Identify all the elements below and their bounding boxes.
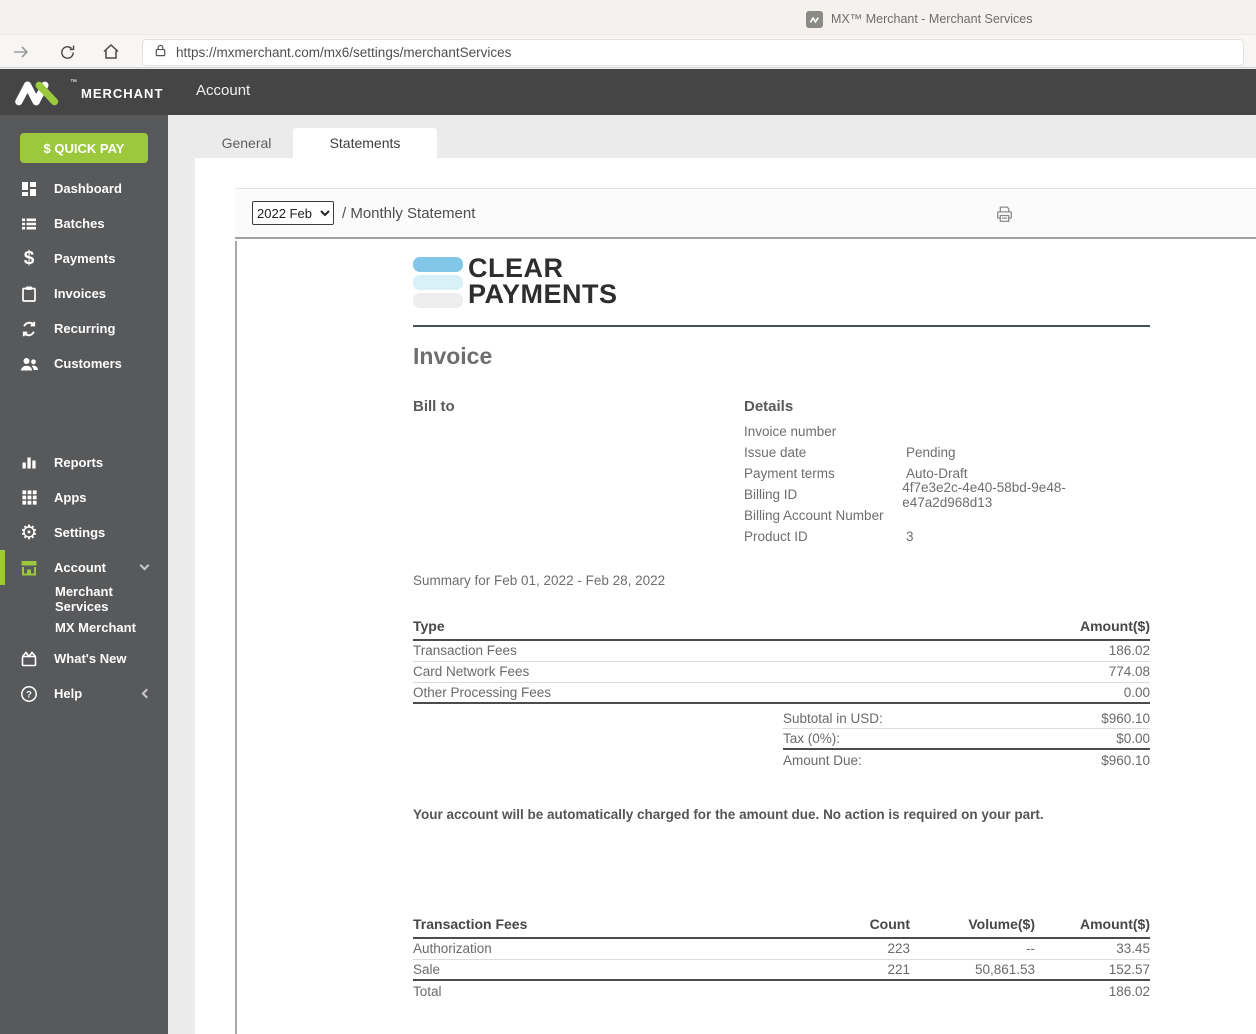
sidebar-item-apps[interactable]: Apps — [0, 480, 168, 515]
statement-panel-header: 2022 Feb / Monthly Statement — [235, 188, 1256, 239]
recurring-icon — [17, 320, 41, 338]
mx-favicon-icon — [806, 10, 823, 28]
home-icon[interactable] — [100, 41, 122, 63]
tab-general[interactable]: General — [221, 135, 272, 151]
browser-tab-title: MX™ Merchant - Merchant Services — [831, 12, 1033, 26]
total-row: Total 186.02 — [413, 983, 1150, 999]
detail-row: Payment terms Auto-Draft — [744, 466, 968, 481]
transaction-fees-table: Transaction Fees Count Volume($) Amount(… — [413, 912, 1150, 1001]
sidebar-item-invoices[interactable]: Invoices — [0, 276, 168, 311]
detail-row: Issue date Pending — [744, 445, 956, 460]
tab-statements[interactable]: Statements — [293, 128, 437, 158]
active-indicator — [0, 550, 5, 585]
lock-icon — [153, 43, 168, 63]
details-heading: Details — [744, 398, 794, 415]
settings-tabs: General Statements — [200, 128, 437, 158]
refresh-icon[interactable] — [56, 41, 78, 63]
bill-to-heading: Bill to — [413, 398, 455, 415]
auto-charge-notice: Your account will be automatically charg… — [413, 807, 1044, 822]
tx-col-volume: Volume($) — [910, 912, 1035, 939]
dashboard-icon — [17, 180, 41, 198]
subtotal-row: Subtotal in USD: $960.10 — [783, 708, 1150, 729]
fees-col-amount: Amount($) — [902, 614, 1150, 641]
clipboard-icon — [17, 285, 41, 303]
tx-col-name: Transaction Fees — [413, 912, 800, 939]
apps-grid-icon — [17, 489, 41, 506]
sidebar-item-help[interactable]: ? Help — [0, 676, 168, 711]
browser-toolbar: https://mxmerchant.com/mx6/settings/merc… — [0, 34, 1256, 68]
detail-row: Billing Account Number — [744, 508, 884, 523]
gear-icon: ⚙ — [20, 521, 38, 544]
sidebar-item-reports[interactable]: Reports — [0, 445, 168, 480]
table-row: Card Network Fees 774.08 — [413, 661, 1150, 683]
statement-title: / Monthly Statement — [342, 204, 476, 222]
summary-line: Summary for Feb 01, 2022 - Feb 28, 2022 — [413, 573, 666, 588]
sidebar-subitem-merchant-services[interactable]: Merchant Services — [55, 584, 113, 614]
logo-bars-icon — [413, 255, 463, 311]
sidebar-item-whats-new[interactable]: What's New — [0, 641, 168, 676]
header-nav-account[interactable]: Account — [196, 82, 251, 99]
detail-row: Invoice number — [744, 424, 837, 439]
chevron-down-icon — [139, 560, 150, 571]
dollar-icon: $ — [23, 248, 35, 269]
url-bar[interactable]: https://mxmerchant.com/mx6/settings/merc… — [142, 39, 1244, 66]
url-text: https://mxmerchant.com/mx6/settings/merc… — [176, 45, 512, 60]
sidebar-item-settings[interactable]: ⚙ Settings — [0, 515, 168, 550]
tx-col-amount: Amount($) — [1035, 912, 1150, 939]
chevron-left-icon — [141, 688, 152, 699]
sidebar-item-recurring[interactable]: Recurring — [0, 311, 168, 346]
brand-name: MERCHANT — [81, 86, 164, 101]
sidebar-spacer — [0, 381, 168, 445]
detail-row: Product ID 3 — [744, 529, 914, 544]
fees-col-type: Type — [413, 614, 903, 641]
quick-pay-button[interactable]: $ QUICK PAY — [20, 133, 148, 163]
table-row: Other Processing Fees 0.00 — [413, 682, 1150, 704]
tax-row: Tax (0%): $0.00 — [783, 729, 1150, 750]
fees-table: Type Amount($) Transaction Fees 186.02 Ca… — [413, 614, 1150, 704]
logo-wordmark: CLEAR PAYMENTS — [468, 253, 618, 309]
statement-panel: 2022 Feb / Monthly Statement — [235, 188, 1256, 1034]
browser-tab[interactable]: MX™ Merchant - Merchant Services — [796, 6, 1042, 32]
amount-due-row: Amount Due: $960.10 — [783, 753, 1150, 768]
sidebar-item-dashboard[interactable]: Dashboard — [0, 171, 168, 206]
sidebar-item-account[interactable]: Account — [0, 550, 168, 585]
sidebar-item-customers[interactable]: Customers — [0, 346, 168, 381]
print-icon[interactable] — [993, 204, 1015, 226]
svg-text:?: ? — [26, 689, 32, 700]
sidebar-item-payments[interactable]: $ Payments — [0, 241, 168, 276]
table-row: Transaction Fees 186.02 — [413, 640, 1150, 662]
trademark-symbol: ™ — [70, 79, 77, 86]
bar-chart-icon — [17, 454, 41, 472]
invoice: CLEAR PAYMENTS Invoice Bill to Details — [413, 241, 1150, 1001]
sidebar-subitem-mx-merchant[interactable]: MX Merchant — [55, 619, 136, 635]
totals-block: Subtotal in USD: $960.10 Tax (0%): $0.00 A… — [783, 708, 1150, 771]
batches-icon — [17, 215, 41, 233]
logo-divider — [413, 325, 1150, 327]
statement-document: CLEAR PAYMENTS Invoice Bill to Details — [235, 241, 1256, 1034]
sidebar-item-batches[interactable]: Batches — [0, 206, 168, 241]
customers-icon — [17, 356, 41, 372]
main-content: General Statements 2022 Feb / Monthly St… — [168, 115, 1256, 1034]
table-row: Sale 221 50,861.53 152.57 — [413, 959, 1150, 981]
mx-merchant-logo[interactable]: ™ MERCHANT — [14, 77, 163, 107]
details-grid: Invoice number Issue date Pending Payment… — [744, 421, 1150, 547]
app-header: ™ MERCHANT — [0, 69, 1256, 115]
statement-period-select[interactable]: 2022 Feb — [252, 201, 334, 225]
table-row: Authorization 223 -- 33.45 — [413, 938, 1150, 960]
sidebar: $ QUICK PAY Dashboard Batches $ Payments… — [0, 115, 168, 1034]
tx-col-count: Count — [800, 912, 910, 939]
invoice-title: Invoice — [413, 343, 493, 369]
clear-payments-logo: CLEAR PAYMENTS — [413, 255, 1150, 311]
forward-icon[interactable] — [10, 41, 32, 63]
storefront-icon — [17, 559, 41, 576]
whats-new-icon — [17, 650, 41, 668]
detail-row: Billing ID 4f7e3e2c-4e40-58bd-9e48-e47a2d… — [744, 479, 1066, 510]
browser-tab-strip: MX™ Merchant - Merchant Services — [0, 0, 1256, 34]
help-icon: ? — [17, 685, 41, 703]
statements-card: 2022 Feb / Monthly Statement — [195, 158, 1256, 1034]
